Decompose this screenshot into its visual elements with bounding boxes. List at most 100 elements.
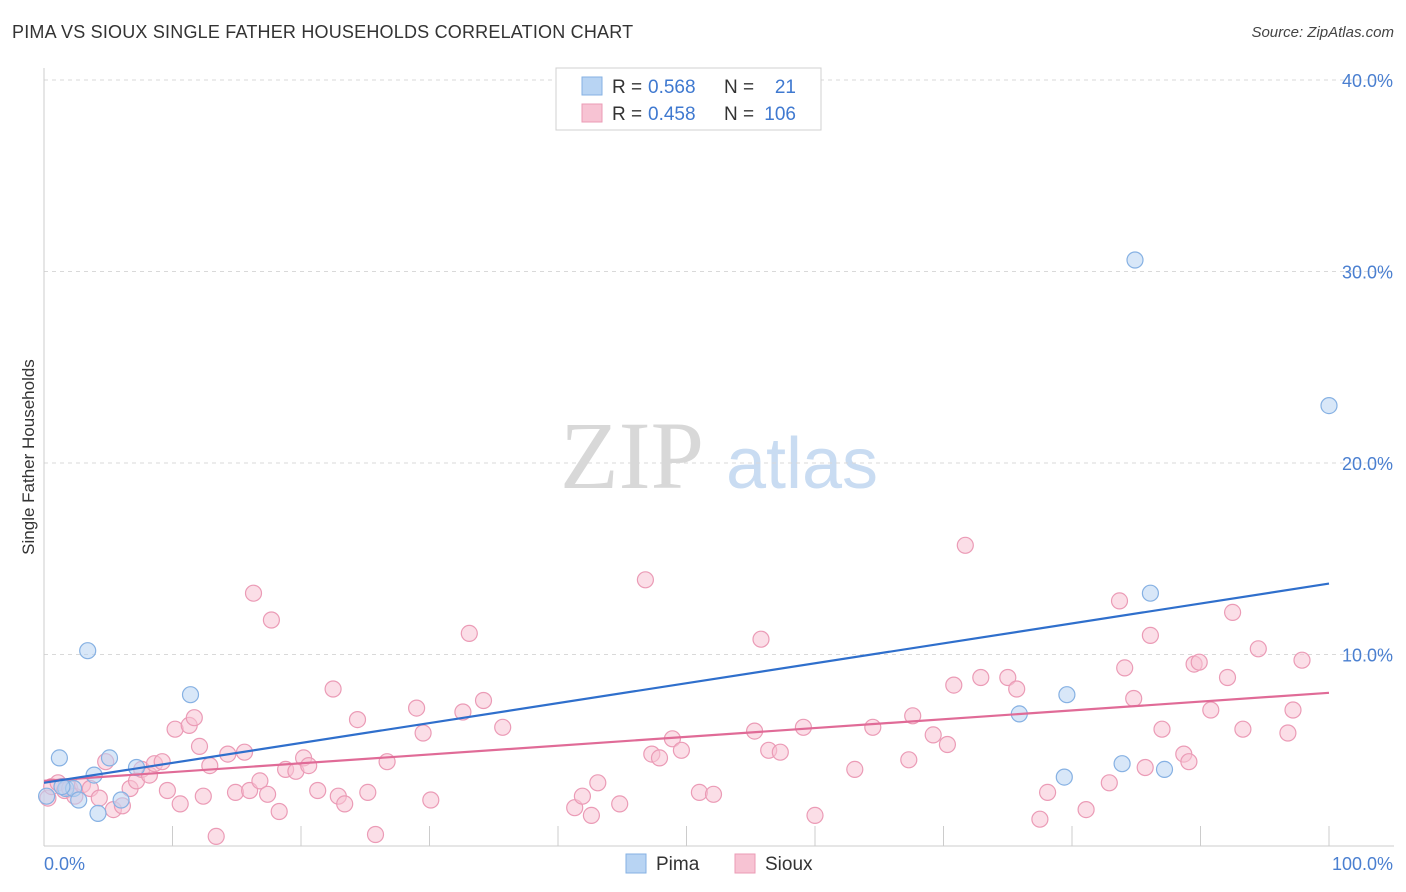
sioux-point-70	[771, 743, 789, 761]
pima-point-17	[1141, 584, 1160, 602]
sioux-point-26	[207, 827, 225, 846]
y-tick-label-0: 10.0%	[1342, 646, 1393, 666]
sioux-point-84	[1031, 810, 1049, 828]
sioux-point-83	[1008, 680, 1026, 698]
sioux-point-74	[864, 718, 882, 736]
trend-lines	[43, 582, 1330, 784]
sioux-point-79	[945, 676, 963, 694]
correlation-legend-box: R = 0.568 N = 21 R = 0.458 N = 106	[555, 67, 822, 131]
sioux-point-51	[454, 703, 472, 721]
sioux-point-105	[1293, 651, 1311, 669]
sioux-point-18	[158, 781, 176, 800]
pima-point-13	[1058, 686, 1076, 704]
sioux-point-41	[324, 680, 342, 698]
sioux-point-99	[1218, 668, 1237, 687]
legend-pima-r-label: R =	[612, 77, 642, 98]
sioux-point-48	[408, 699, 426, 717]
tick-labels: 10.0% 20.0% 30.0% 40.0% 0.0% 100.0%	[44, 71, 1393, 874]
watermark-atlas: atlas	[726, 424, 878, 504]
sioux-point-65	[690, 783, 709, 802]
sioux-point-64	[672, 741, 691, 759]
legend-sioux-n-value: 106	[764, 104, 796, 125]
pima-point-0	[37, 787, 56, 805]
sioux-point-60	[636, 571, 655, 589]
sioux-point-32	[251, 772, 269, 790]
pima-point-19	[1320, 397, 1338, 415]
legend-pima-key-label: Pima	[656, 854, 700, 875]
legend-pima-swatch	[581, 76, 603, 96]
sioux-point-19	[166, 720, 184, 738]
y-tick-label-2: 30.0%	[1342, 263, 1393, 283]
sioux-point-40	[309, 781, 327, 800]
sioux-point-25	[201, 756, 219, 775]
sioux-point-100	[1223, 603, 1242, 622]
sioux-point-20	[171, 795, 189, 813]
gridlines	[43, 79, 1394, 846]
sioux-point-71	[794, 718, 813, 736]
x-tick-label-1: 100.0%	[1332, 854, 1393, 874]
sioux-point-91	[1136, 758, 1154, 777]
sioux-point-80	[956, 536, 974, 554]
legend-sioux-n-label: N =	[724, 104, 754, 125]
series-legend: Pima Sioux	[625, 853, 813, 875]
sioux-point-8	[90, 789, 108, 807]
sioux-point-73	[846, 760, 864, 779]
pima-point-7	[89, 804, 107, 823]
sioux-point-86	[1077, 800, 1095, 819]
pima-point-16	[1126, 251, 1144, 269]
sioux-point-89	[1116, 659, 1134, 677]
legend-pima-key-swatch	[625, 853, 647, 874]
chart-title: PIMA VS SIOUX SINGLE FATHER HOUSEHOLDS C…	[12, 22, 634, 42]
x-tick-label-0: 0.0%	[44, 854, 85, 874]
sioux-point-33	[259, 785, 277, 803]
sioux-point-62	[650, 749, 669, 767]
pima-point-9	[112, 791, 130, 809]
sioux-point-76	[904, 707, 922, 725]
legend-sioux-swatch	[581, 103, 603, 123]
sioux-point-34	[262, 611, 280, 629]
sioux-point-78	[938, 735, 957, 754]
sioux-point-17	[153, 753, 171, 771]
sioux-point-68	[752, 630, 770, 648]
y-tick-label-3: 40.0%	[1342, 71, 1393, 91]
sioux-point-23	[190, 737, 209, 756]
sioux-point-66	[704, 785, 723, 803]
pima-point-15	[1113, 755, 1131, 773]
sioux-point-104	[1284, 701, 1302, 719]
legend-pima-n-label: N =	[724, 77, 754, 98]
sioux-point-46	[366, 825, 385, 844]
legend-pima-r-value: 0.568	[648, 77, 696, 98]
pima-point-4	[70, 791, 88, 809]
sioux-point-24	[194, 787, 212, 805]
sioux-point-97	[1190, 653, 1208, 671]
sioux-point-22	[185, 709, 203, 727]
sioux-point-54	[494, 718, 512, 736]
sioux-point-35	[270, 802, 288, 821]
sioux-point-85	[1038, 783, 1057, 802]
legend-sioux-key-label: Sioux	[765, 854, 813, 875]
sioux-point-103	[1279, 724, 1297, 742]
pima-point-8	[100, 749, 119, 767]
pima-trend-line	[43, 582, 1330, 784]
sioux-point-95	[1180, 753, 1198, 771]
sioux-point-82	[999, 668, 1017, 687]
sioux-point-57	[582, 806, 601, 825]
sioux-trend-line	[43, 691, 1330, 782]
sioux-point-43	[336, 795, 354, 813]
sioux-point-87	[1100, 774, 1118, 792]
axes	[43, 68, 1394, 847]
sioux-point-81	[972, 668, 990, 687]
sioux-point-49	[414, 724, 432, 742]
watermark-zip: ZIP	[560, 402, 704, 509]
sioux-point-59	[611, 795, 629, 813]
sioux-point-93	[1153, 720, 1171, 738]
pima-point-11	[181, 686, 200, 704]
legend-sioux-r-label: R =	[612, 104, 642, 125]
sioux-point-72	[806, 806, 824, 825]
sioux-point-75	[900, 751, 918, 769]
sioux-point-52	[460, 624, 478, 643]
sioux-point-44	[348, 710, 367, 729]
sioux-point-92	[1141, 626, 1160, 645]
sioux-point-98	[1202, 701, 1220, 719]
